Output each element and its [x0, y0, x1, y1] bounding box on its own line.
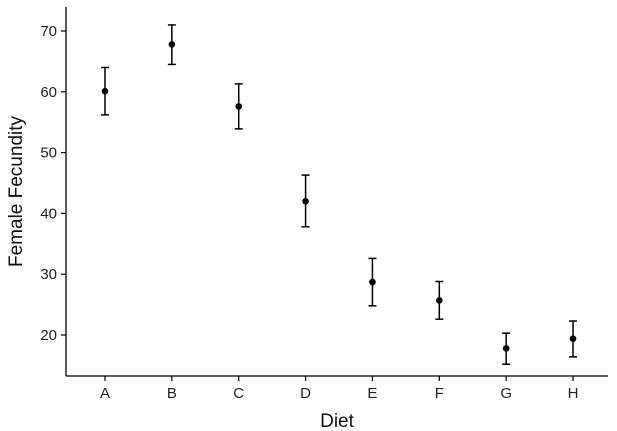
data-marks	[101, 24, 578, 365]
x-tick-label: C	[233, 385, 244, 402]
y-tick-label: 40	[40, 205, 57, 222]
data-point	[369, 278, 376, 286]
x-tick-label: F	[435, 385, 444, 402]
data-point	[436, 297, 443, 304]
x-tick-label: G	[500, 385, 512, 402]
y-tick-label: 70	[40, 23, 57, 40]
y-axis-title: Female Fecundity	[6, 116, 27, 268]
y-tick-label: 30	[40, 266, 57, 283]
y-tick-label: 60	[40, 84, 57, 101]
x-tick-label: B	[167, 385, 177, 402]
data-point	[101, 87, 109, 95]
data-point	[569, 335, 577, 342]
x-axis-title: Diet	[320, 411, 355, 431]
y-tick-label: 50	[40, 145, 57, 162]
x-tick-label: D	[300, 385, 311, 402]
x-tick-label: H	[568, 385, 579, 402]
data-point	[168, 41, 176, 48]
x-tick-label: E	[367, 385, 377, 402]
data-point	[302, 197, 309, 205]
y-tick-label: 20	[40, 327, 57, 344]
data-point	[502, 345, 510, 352]
x-axis-ticks: A B C D E F G H	[100, 376, 578, 402]
x-tick-label: A	[100, 385, 110, 402]
y-axis-ticks: 20 30 40 50 60 70	[40, 23, 66, 344]
data-point	[235, 103, 243, 110]
